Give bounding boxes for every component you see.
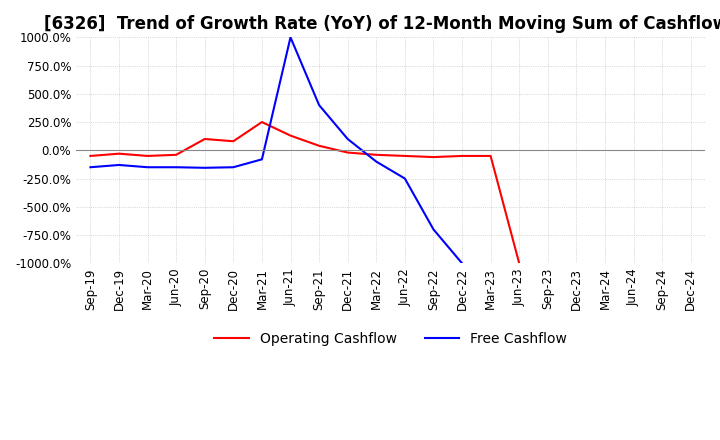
Free Cashflow	[229, 165, 238, 170]
Free Cashflow	[114, 162, 123, 168]
Legend: Operating Cashflow, Free Cashflow: Operating Cashflow, Free Cashflow	[208, 326, 573, 351]
Operating Cashflow	[286, 133, 294, 138]
Free Cashflow	[200, 165, 209, 170]
Operating Cashflow	[458, 153, 467, 158]
Free Cashflow	[458, 260, 467, 266]
Operating Cashflow	[343, 150, 352, 155]
Free Cashflow	[372, 159, 381, 164]
Free Cashflow	[86, 165, 95, 170]
Title: [6326]  Trend of Growth Rate (YoY) of 12-Month Moving Sum of Cashflows: [6326] Trend of Growth Rate (YoY) of 12-…	[44, 15, 720, 33]
Free Cashflow	[400, 176, 409, 181]
Operating Cashflow	[315, 143, 323, 148]
Free Cashflow	[315, 103, 323, 108]
Operating Cashflow	[258, 119, 266, 125]
Operating Cashflow	[486, 153, 495, 158]
Free Cashflow	[143, 165, 152, 170]
Line: Free Cashflow: Free Cashflow	[91, 37, 462, 263]
Operating Cashflow	[143, 153, 152, 158]
Operating Cashflow	[429, 154, 438, 160]
Operating Cashflow	[515, 260, 523, 266]
Free Cashflow	[172, 165, 181, 170]
Line: Operating Cashflow: Operating Cashflow	[91, 122, 519, 263]
Operating Cashflow	[114, 151, 123, 156]
Operating Cashflow	[200, 136, 209, 142]
Operating Cashflow	[400, 153, 409, 158]
Operating Cashflow	[86, 153, 95, 158]
Operating Cashflow	[229, 139, 238, 144]
Free Cashflow	[258, 157, 266, 162]
Free Cashflow	[343, 136, 352, 142]
Operating Cashflow	[372, 152, 381, 158]
Free Cashflow	[429, 227, 438, 232]
Operating Cashflow	[172, 152, 181, 158]
Free Cashflow	[286, 35, 294, 40]
